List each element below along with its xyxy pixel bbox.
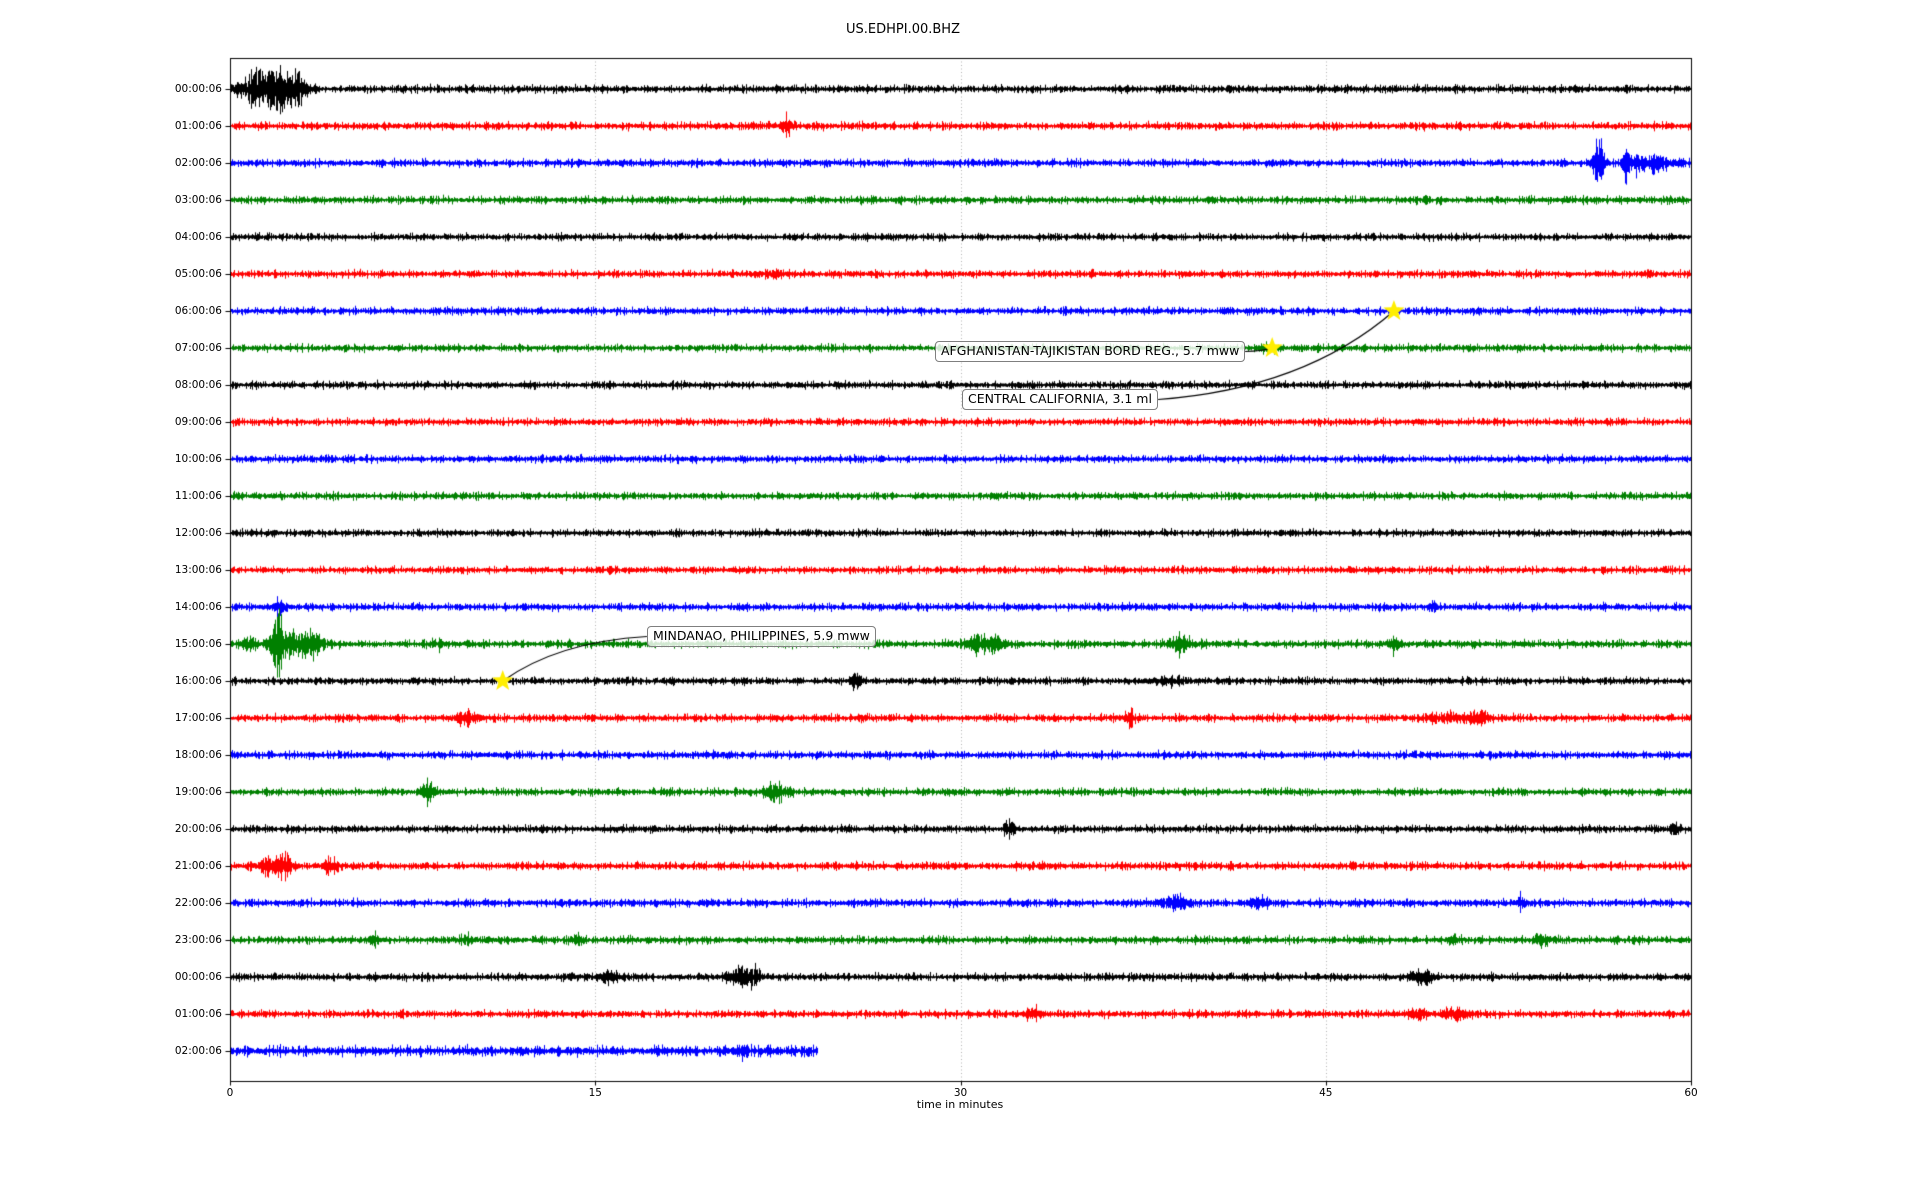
- event-annotation-afghanistan: AFGHANISTAN-TAJIKISTAN BORD REG., 5.7 mw…: [935, 341, 1246, 362]
- event-annotation-central-california: CENTRAL CALIFORNIA, 3.1 ml: [962, 389, 1158, 410]
- page-title: US.EDHPI.00.BHZ: [846, 22, 960, 37]
- y-axis-label: 15:00:06: [174, 638, 222, 650]
- y-axis-label: 06:00:06: [174, 305, 222, 317]
- x-axis-label: 15: [588, 1087, 602, 1099]
- y-axis-label: 09:00:06: [174, 416, 222, 428]
- y-axis-label: 13:00:06: [174, 564, 222, 576]
- y-axis-label: 16:00:06: [174, 675, 222, 687]
- y-axis-label: 19:00:06: [174, 786, 222, 798]
- x-axis-label: 60: [1684, 1087, 1698, 1099]
- y-axis-label: 01:00:06: [174, 120, 222, 132]
- y-axis-label: 04:00:06: [174, 231, 222, 243]
- y-axis-label: 07:00:06: [174, 342, 222, 354]
- y-axis-label: 12:00:06: [174, 527, 222, 539]
- y-axis-label: 18:00:06: [174, 749, 222, 761]
- y-axis-label: 20:00:06: [174, 823, 222, 835]
- y-axis-label: 02:00:06: [174, 1045, 222, 1057]
- y-axis-label: 21:00:06: [174, 860, 222, 872]
- y-axis-label: 05:00:06: [174, 268, 222, 280]
- y-axis-label: 22:00:06: [174, 897, 222, 909]
- x-axis-title: time in minutes: [916, 1098, 1004, 1111]
- y-axis-label: 00:00:06: [174, 83, 222, 95]
- y-axis-label: 11:00:06: [174, 490, 222, 502]
- y-axis-label: 03:00:06: [174, 194, 222, 206]
- y-axis-label: 08:00:06: [174, 379, 222, 391]
- y-axis-label: 01:00:06: [174, 1008, 222, 1020]
- x-axis-label: 45: [1319, 1087, 1333, 1099]
- x-axis-label: 0: [226, 1087, 234, 1099]
- x-axis-label: 30: [953, 1087, 968, 1099]
- y-axis-label: 02:00:06: [174, 157, 222, 169]
- event-annotation-mindanao: MINDANAO, PHILIPPINES, 5.9 mww: [647, 626, 876, 647]
- y-axis-label: 14:00:06: [174, 601, 222, 613]
- y-axis-label: 10:00:06: [174, 453, 222, 465]
- y-axis-label: 23:00:06: [174, 934, 222, 946]
- y-axis-label: 00:00:06: [174, 971, 222, 983]
- y-axis-label: 17:00:06: [174, 712, 222, 724]
